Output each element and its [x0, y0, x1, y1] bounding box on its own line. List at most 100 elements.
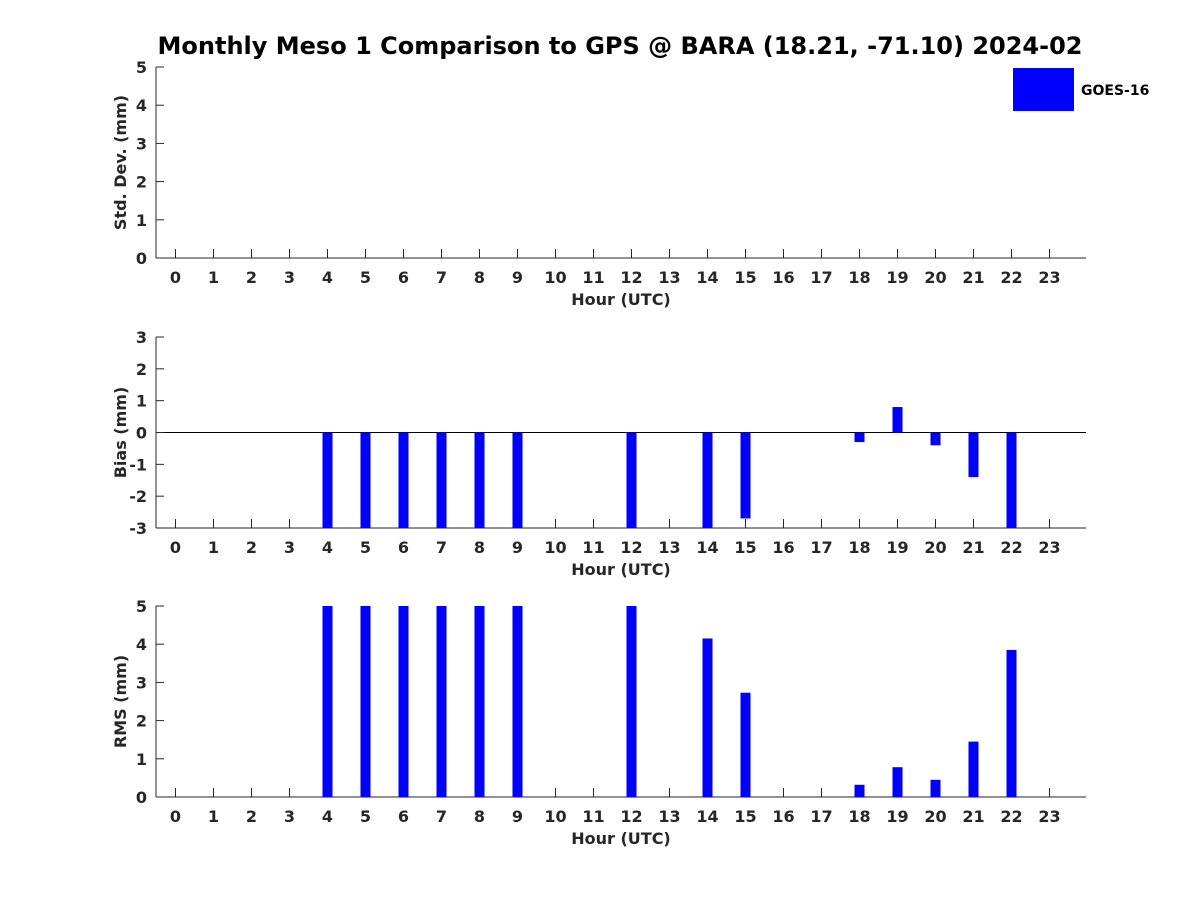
x-tick-label: 14: [696, 538, 718, 557]
y-tick-label: 5: [136, 58, 147, 77]
x-axis-label: Hour (UTC): [571, 560, 671, 579]
y-tick-label: 0: [136, 424, 147, 443]
x-tick-label: 0: [170, 807, 181, 826]
y-tick-label: 3: [136, 328, 147, 347]
y-tick-label: 4: [136, 96, 147, 115]
bar-hour-15: [740, 692, 751, 797]
x-tick-label: 2: [246, 538, 257, 557]
x-tick-label: 16: [772, 807, 794, 826]
x-tick-label: 6: [398, 807, 409, 826]
y-tick-label: 3: [136, 134, 147, 153]
bar-hour-21: [968, 432, 979, 478]
x-tick-label: 19: [886, 268, 908, 287]
x-tick-label: 1: [208, 538, 219, 557]
y-tick-label: 1: [136, 211, 147, 230]
y-axis-label: Bias (mm): [111, 387, 130, 479]
bar-hour-6: [398, 432, 409, 528]
x-tick-label: 5: [360, 807, 371, 826]
bar-hour-22: [1006, 649, 1017, 797]
x-tick-label: 8: [474, 268, 485, 287]
bar-hour-14: [702, 638, 713, 797]
y-tick-label: 1: [136, 750, 147, 769]
x-tick-label: 6: [398, 538, 409, 557]
x-tick-label: 10: [544, 807, 566, 826]
y-tick-label: 1: [136, 392, 147, 411]
x-tick-label: 20: [924, 538, 946, 557]
x-tick-label: 4: [322, 538, 333, 557]
x-tick-label: 23: [1038, 268, 1060, 287]
x-tick-label: 2: [246, 807, 257, 826]
x-tick-label: 17: [810, 268, 832, 287]
bar-hour-7: [436, 606, 447, 797]
bar-hour-21: [968, 741, 979, 797]
bar-hour-15: [740, 432, 751, 519]
x-tick-label: 9: [512, 268, 523, 287]
x-tick-label: 5: [360, 268, 371, 287]
x-tick-label: 14: [696, 268, 718, 287]
x-axis-label: Hour (UTC): [571, 829, 671, 848]
bar-hour-18: [854, 784, 865, 797]
x-tick-label: 12: [620, 268, 642, 287]
x-tick-label: 10: [544, 538, 566, 557]
x-tick-label: 11: [582, 268, 604, 287]
bar-hour-18: [854, 432, 865, 443]
x-tick-label: 6: [398, 268, 409, 287]
x-tick-label: 16: [772, 268, 794, 287]
x-axis-label: Hour (UTC): [571, 290, 671, 309]
x-tick-label: 8: [474, 807, 485, 826]
y-tick-label: -2: [129, 487, 147, 506]
x-tick-label: 11: [582, 807, 604, 826]
legend-label: GOES-16: [1081, 83, 1149, 99]
x-tick-label: 13: [658, 538, 680, 557]
x-tick-label: 3: [284, 807, 295, 826]
y-tick-label: 4: [136, 635, 147, 654]
x-tick-label: 9: [512, 807, 523, 826]
x-tick-label: 12: [620, 538, 642, 557]
bar-hour-8: [474, 606, 485, 797]
bar-hour-9: [512, 432, 523, 528]
x-tick-label: 16: [772, 538, 794, 557]
x-tick-label: 22: [1000, 268, 1022, 287]
bar-hour-12: [626, 432, 637, 528]
x-tick-label: 21: [962, 268, 984, 287]
x-tick-label: 18: [848, 538, 870, 557]
x-tick-label: 19: [886, 807, 908, 826]
x-tick-label: 15: [734, 268, 756, 287]
y-tick-label: 0: [136, 788, 147, 807]
x-tick-label: 18: [848, 807, 870, 826]
x-tick-label: 15: [734, 538, 756, 557]
x-tick-label: 23: [1038, 538, 1060, 557]
bar-hour-6: [398, 606, 409, 797]
bar-hour-19: [892, 407, 903, 433]
y-axis-label: Std. Dev. (mm): [111, 95, 130, 230]
chart-title: Monthly Meso 1 Comparison to GPS @ BARA …: [158, 32, 1083, 60]
x-tick-label: 22: [1000, 807, 1022, 826]
x-tick-label: 5: [360, 538, 371, 557]
x-tick-label: 17: [810, 538, 832, 557]
x-tick-label: 13: [658, 268, 680, 287]
x-tick-label: 9: [512, 538, 523, 557]
x-tick-label: 20: [924, 268, 946, 287]
bar-hour-5: [360, 606, 371, 797]
bar-hour-20: [930, 779, 941, 797]
x-tick-label: 21: [962, 807, 984, 826]
bar-hour-7: [436, 432, 447, 528]
x-tick-label: 15: [734, 807, 756, 826]
y-tick-label: 2: [136, 173, 147, 192]
x-tick-label: 23: [1038, 807, 1060, 826]
y-tick-label: -3: [129, 519, 147, 538]
x-tick-label: 19: [886, 538, 908, 557]
x-tick-label: 8: [474, 538, 485, 557]
x-tick-label: 4: [322, 268, 333, 287]
bar-hour-19: [892, 767, 903, 797]
x-tick-label: 13: [658, 807, 680, 826]
bar-hour-14: [702, 432, 713, 528]
x-tick-label: 7: [436, 807, 447, 826]
x-tick-label: 22: [1000, 538, 1022, 557]
y-tick-label: 0: [136, 249, 147, 268]
bar-hour-4: [322, 606, 333, 797]
